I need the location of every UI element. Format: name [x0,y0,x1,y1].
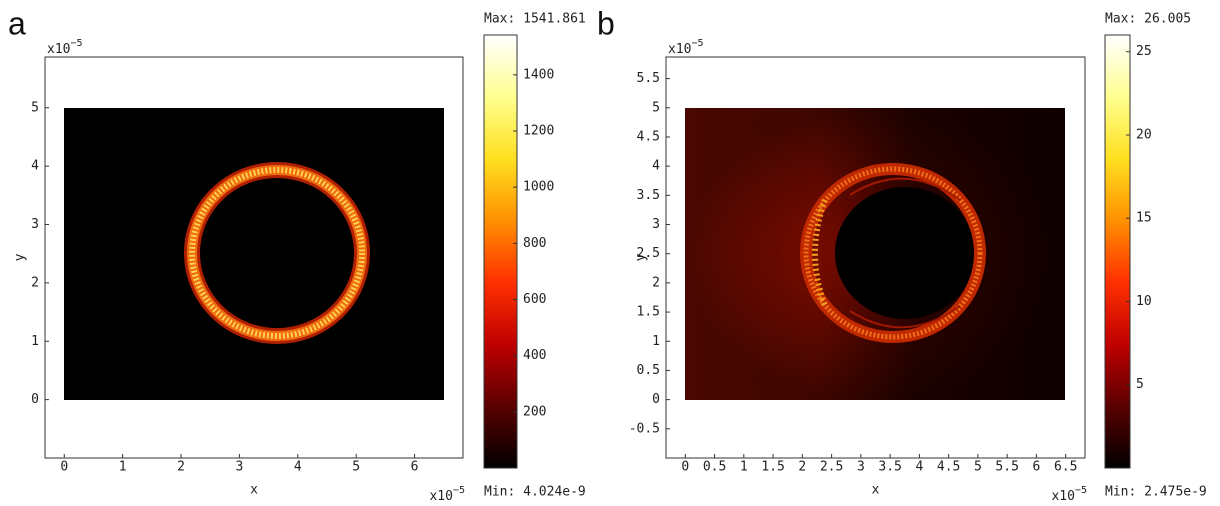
colorbar-tick-label: 15 [1136,211,1152,226]
colorbar-min: Min: 2.475e-9 [1105,485,1207,500]
y-tick-label: 3 [652,217,660,232]
field-b [685,108,1065,400]
x-tick-label: 0 [681,460,689,475]
x-tick-label: 6 [1033,460,1041,475]
panel-label: b [597,5,615,41]
axis-exponent: x10−5 [47,38,83,57]
exponent-power: −5 [70,38,82,49]
axis-exponent: x10−5 [668,38,704,57]
x-tick-label: 0 [60,460,68,475]
exponent-base: x10 [668,42,691,57]
y-tick-label: 4 [31,159,39,174]
colorbar-tick-label: 600 [523,292,546,307]
y-tick-label: 0 [652,392,660,407]
y-tick-label: 4 [652,159,660,174]
y-tick-label: 2 [31,275,39,290]
y-axis-label: y [634,253,649,261]
x-tick-label: 6.5 [1054,460,1077,475]
panel-label: a [8,5,26,41]
x-tick-label: 2 [798,460,806,475]
y-tick-label: 5.5 [637,71,660,86]
y-tick-label: -0.5 [629,421,660,436]
exponent-base: x10 [47,42,70,57]
x-tick-label: 6 [411,460,419,475]
x-tick-label: 4.5 [937,460,960,475]
x-axis-label: x [250,483,258,498]
y-tick-label: 3 [31,217,39,232]
x-tick-label: 5.5 [995,460,1018,475]
axis-exponent: x10−5 [1051,485,1087,504]
colorbar-tick-label: 1000 [523,180,554,195]
y-tick-label: 3.5 [637,188,660,203]
x-tick-label: 3.5 [878,460,901,475]
colorbar-tick-label: 25 [1136,44,1152,59]
x-tick-label: 1 [740,460,748,475]
x-tick-label: 1 [119,460,127,475]
x-tick-label: 5 [974,460,982,475]
exponent-base: x10 [429,489,452,504]
field-a [64,108,444,400]
colorbar [1104,34,1131,469]
x-tick-label: 5 [352,460,360,475]
colorbar-tick-label: 1400 [523,67,554,82]
y-tick-label: 0.5 [637,363,660,378]
y-axis-label: y [13,253,28,261]
y-tick-label: 5 [31,100,39,115]
x-tick-label: 2.5 [820,460,843,475]
y-tick-label: 0 [31,392,39,407]
colorbar-max: Max: 26.005 [1105,12,1191,27]
x-tick-label: 4 [294,460,302,475]
axis-exponent: x10−5 [429,485,465,504]
x-tick-label: 3 [857,460,865,475]
colorbar [483,34,518,469]
y-tick-label: 2.5 [637,246,660,261]
colorbar-tick-label: 200 [523,404,546,419]
plot-frame [44,56,464,459]
y-tick-label: 1.5 [637,305,660,320]
exponent-power: −5 [1075,485,1087,496]
exponent-power: −5 [691,38,703,49]
y-tick-label: 1 [31,334,39,349]
y-tick-label: 5 [652,100,660,115]
colorbar-tick-label: 800 [523,236,546,251]
x-tick-label: 2 [177,460,185,475]
x-tick-label: 3 [235,460,243,475]
colorbar-tick-label: 10 [1136,294,1152,309]
y-tick-label: 1 [652,334,660,349]
colorbar-min: Min: 4.024e-9 [484,485,586,500]
x-tick-label: 1.5 [761,460,784,475]
colorbar-max: Max: 1541.861 [484,12,586,27]
plot-frame [665,56,1086,459]
colorbar-tick-label: 1200 [523,124,554,139]
exponent-power: −5 [453,485,465,496]
exponent-base: x10 [1051,489,1074,504]
x-axis-label: x [872,483,880,498]
x-tick-label: 0.5 [703,460,726,475]
colorbar-tick-label: 5 [1136,377,1144,392]
colorbar-tick-label: 400 [523,348,546,363]
y-tick-label: 4.5 [637,129,660,144]
x-tick-label: 4 [915,460,923,475]
y-tick-label: 2 [652,275,660,290]
colorbar-tick-label: 20 [1136,127,1152,142]
